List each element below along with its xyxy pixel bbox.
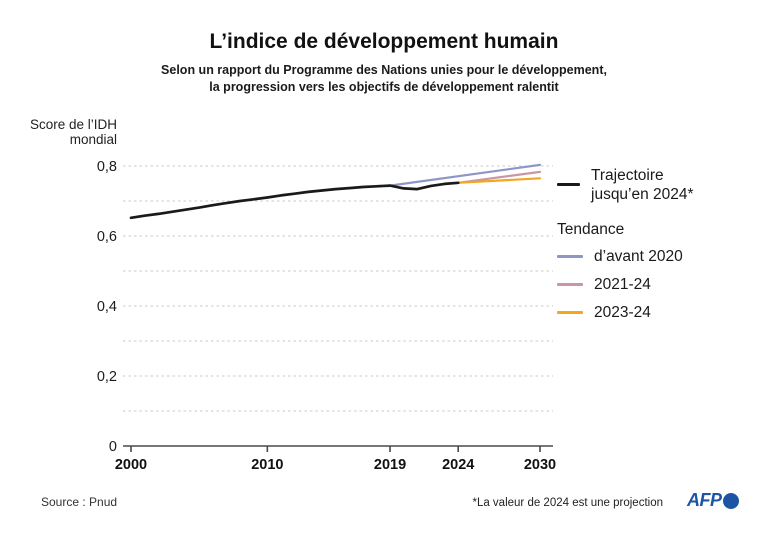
y-tick-label: 0,2 [97, 369, 117, 385]
trend-2021-24-line-swatch [557, 283, 583, 286]
projection-footnote: *La valeur de 2024 est une projection [472, 497, 663, 509]
legend-2021-24-label: 2021-24 [594, 276, 651, 293]
series-line-0 [129, 181, 460, 220]
page-subtitle: Selon un rapport du Programme des Nation… [0, 62, 768, 96]
legend-item-pre2020-trend: d’avant 2020 [557, 247, 683, 266]
y-tick-label: 0,8 [97, 159, 117, 175]
legend-item-trajectory: Trajectoire jusqu’en 2024* [557, 166, 694, 204]
x-tick-label: 2000 [115, 457, 147, 473]
afp-logo: AFP [687, 490, 739, 511]
pre2020-trend-line-swatch [557, 255, 583, 258]
legend-2023-24-label: 2023-24 [594, 304, 651, 321]
x-tick-label: 2030 [524, 457, 556, 473]
y-tick-label: 0 [109, 439, 117, 455]
series-line-3 [457, 177, 542, 184]
trend-2023-24-line-swatch [557, 311, 583, 314]
afp-logo-circle-icon [722, 492, 739, 509]
source-credit: Source : Pnud [41, 495, 118, 509]
legend-trajectory-label: Trajectoire jusqu’en 2024* [591, 167, 694, 203]
legend-tendance-header: Tendance [557, 221, 625, 238]
legend-pre2020-label: d’avant 2020 [594, 248, 683, 265]
legend-item-2023-24-trend: 2023-24 [557, 303, 651, 322]
legend-item-2021-24-trend: 2021-24 [557, 275, 651, 294]
y-axis-unit-label: Score de l’IDH mondial [29, 117, 117, 147]
x-tick-label: 2024 [442, 457, 474, 473]
page-title: L’indice de développement humain [209, 30, 559, 53]
x-tick-label: 2019 [374, 457, 406, 473]
x-tick-label: 2010 [251, 457, 283, 473]
y-tick-label: 0,6 [97, 229, 117, 245]
y-tick-label: 0,4 [97, 299, 117, 315]
series-line-1 [388, 163, 542, 187]
afp-logo-text: AFP [687, 490, 722, 510]
subtitle-line-2: la progression vers les objectifs de dév… [209, 80, 559, 94]
trajectory-line-swatch [557, 183, 580, 186]
subtitle-line-1: Selon un rapport du Programme des Nation… [161, 63, 607, 77]
